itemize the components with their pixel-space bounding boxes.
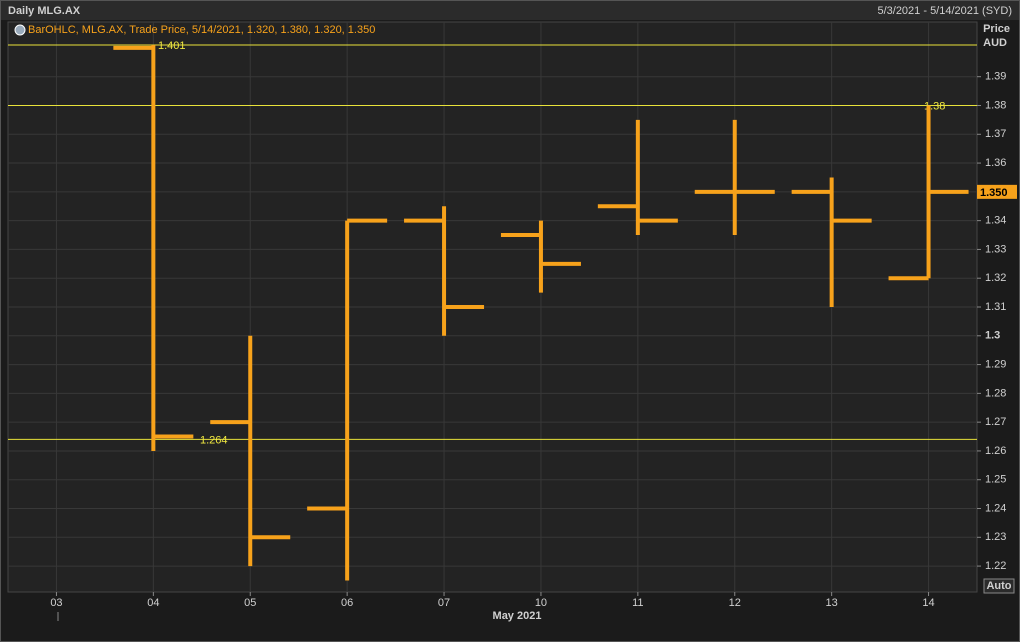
legend: BarOHLC, MLG.AX, Trade Price, 5/14/2021,… <box>28 24 375 36</box>
x-tick-label: 10 <box>535 597 547 609</box>
y-tick-label: 1.33 <box>985 243 1006 255</box>
y-tick-label: 1.23 <box>985 531 1006 543</box>
header-bar <box>1 1 1019 20</box>
legend-icon <box>14 24 26 36</box>
y-tick-label: 1.36 <box>985 157 1006 169</box>
y-tick-label: 1.25 <box>985 474 1006 486</box>
y-tick-label: 1.26 <box>985 445 1006 457</box>
y-tick-label: 1.34 <box>985 215 1006 227</box>
auto-button-label[interactable]: Auto <box>986 580 1011 592</box>
y-tick-label: 1.32 <box>985 272 1006 284</box>
y-tick-label: 1.24 <box>985 502 1006 514</box>
x-tick-label: 05 <box>244 597 256 609</box>
y-tick-label: 1.22 <box>985 560 1006 572</box>
reference-label: 1.264 <box>200 434 228 446</box>
reference-label: 1.401 <box>158 40 186 52</box>
x-tick-label: 03 <box>50 597 62 609</box>
x-tick-label: 04 <box>147 597 159 609</box>
y-tick-label: 1.37 <box>985 128 1006 140</box>
x-tick-label: 07 <box>438 597 450 609</box>
x-tick-label: 14 <box>922 597 934 609</box>
y-tick-label: 1.39 <box>985 71 1006 83</box>
chart-title: Daily MLG.AX <box>8 5 81 17</box>
y-tick-label: 1.38 <box>985 99 1006 111</box>
price-marker-label: 1.350 <box>980 187 1008 199</box>
x-axis-label: May 2021 <box>493 610 542 622</box>
y-tick-label: 1.3 <box>985 330 1000 342</box>
y-tick-label: 1.29 <box>985 358 1006 370</box>
x-tick-label: 12 <box>729 597 741 609</box>
date-range: 5/3/2021 - 5/14/2021 (SYD) <box>877 5 1012 17</box>
x-tick-label: 06 <box>341 597 353 609</box>
y-tick-label: 1.27 <box>985 416 1006 428</box>
y-axis-label: Price <box>983 23 1010 35</box>
auto-button[interactable] <box>983 578 1015 594</box>
y-axis-unit: AUD <box>983 37 1007 49</box>
x-tick-label: 11 <box>632 597 643 609</box>
y-tick-label: 1.28 <box>985 387 1006 399</box>
y-tick-label: 1.31 <box>985 301 1006 313</box>
price-marker <box>977 184 1017 199</box>
x-tick-label: 13 <box>826 597 838 609</box>
